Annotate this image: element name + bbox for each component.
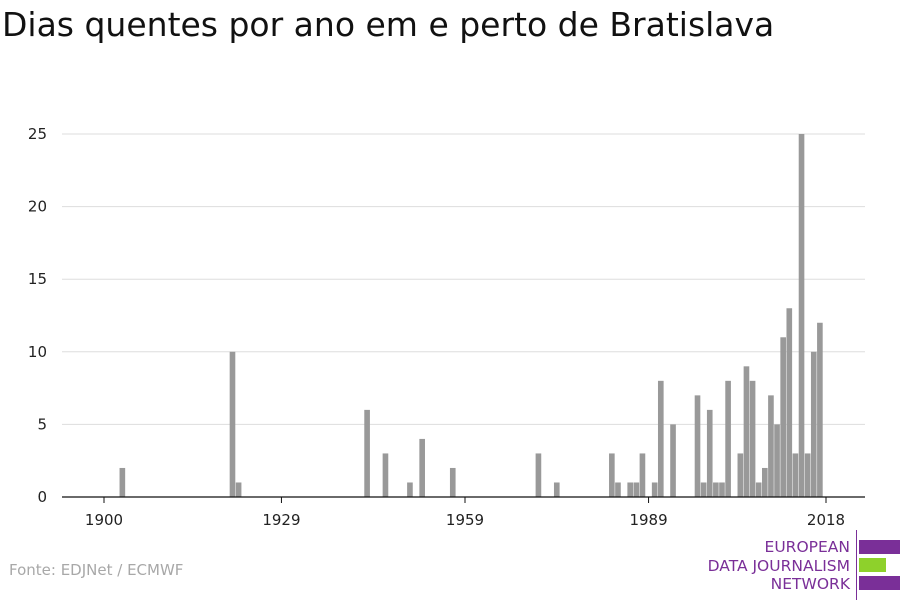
bar: [694, 395, 701, 497]
y-tick-label: 5: [37, 415, 47, 433]
logo-stripe-green: [859, 558, 886, 572]
bar: [449, 467, 456, 497]
bar: [737, 453, 744, 497]
bar: [786, 308, 793, 497]
bar: [810, 351, 817, 497]
logo-stripe-purple-bottom: [859, 576, 900, 590]
bar: [235, 482, 242, 497]
x-tick-label: 1929: [262, 511, 300, 529]
bar: [670, 424, 676, 497]
bar: [119, 467, 126, 497]
bar: [713, 482, 719, 497]
bar: [804, 453, 811, 497]
bar: [651, 482, 658, 497]
edjnet-logo-text: EUROPEAN DATA JOURNALISM NETWORK: [708, 538, 850, 594]
bars: [119, 134, 823, 497]
bar: [755, 482, 762, 497]
logo-line-3: NETWORK: [770, 575, 850, 593]
gridlines: [62, 133, 865, 425]
y-tick-label: 0: [37, 488, 47, 506]
bar: [229, 351, 236, 497]
logo-line-2: DATA JOURNALISM: [707, 556, 850, 575]
bar: [609, 453, 615, 497]
bar: [768, 395, 774, 497]
bar: [633, 482, 640, 497]
x-tick-label: 1959: [446, 511, 484, 529]
chart-title: Dias quentes por ano em e perto de Brati…: [2, 5, 775, 44]
bar: [817, 322, 823, 497]
bar: [780, 337, 786, 497]
bar: [719, 482, 725, 497]
bar: [382, 453, 389, 497]
bar: [627, 482, 634, 497]
bar: [743, 366, 750, 497]
bar: [657, 380, 664, 497]
bar: [553, 482, 560, 497]
bar: [749, 380, 756, 497]
edjnet-logo-mark: [856, 530, 900, 600]
bar: [419, 438, 425, 497]
bar: [700, 482, 707, 497]
bar: [761, 467, 768, 497]
x-tick-label: 2018: [807, 511, 845, 529]
x-tick-label: 1989: [629, 511, 667, 529]
source-note: Fonte: EDJNet / ECMWF: [9, 561, 184, 579]
bar: [774, 424, 780, 497]
bar: [615, 482, 621, 497]
axes: 0 5 10 15 20 25 1900 1929 1959 1989 2018: [28, 125, 865, 529]
logo-stripe-purple-top: [859, 540, 900, 554]
logo-line-1: EUROPEAN: [764, 538, 850, 556]
bar: [364, 409, 370, 497]
bar: [792, 453, 799, 497]
bar: [706, 409, 713, 497]
bar: [407, 482, 413, 497]
y-tick-label: 15: [28, 270, 47, 288]
y-tick-label: 25: [28, 125, 47, 143]
y-tick-label: 20: [28, 198, 47, 216]
bar: [798, 134, 805, 497]
y-tick-label: 10: [28, 343, 47, 361]
bar: [725, 380, 731, 497]
x-tick-label: 1900: [85, 511, 123, 529]
bar: [639, 453, 646, 497]
bar: [535, 453, 542, 497]
